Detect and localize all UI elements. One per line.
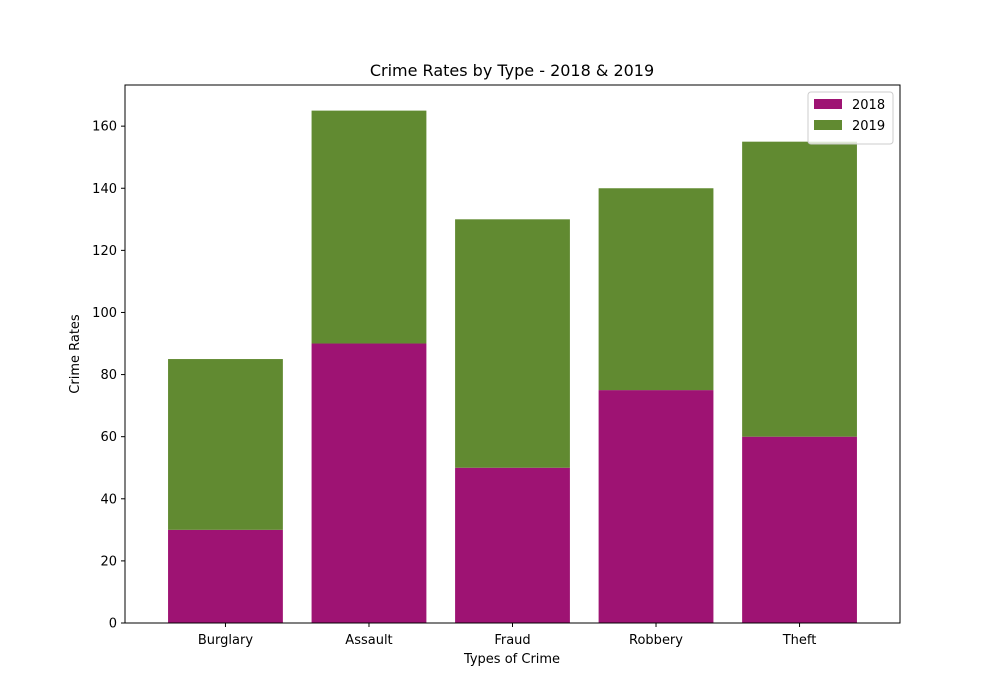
bar-2019-burglary [168, 359, 283, 530]
bar-2018-fraud [455, 467, 570, 623]
chart-title: Crime Rates by Type - 2018 & 2019 [370, 61, 654, 80]
x-axis: Burglary Assault Fraud Robbery Theft [198, 623, 816, 648]
legend-label-2019: 2019 [852, 119, 885, 134]
y-tick-label: 40 [100, 492, 117, 507]
x-tick-label: Assault [345, 633, 392, 648]
bar-2019-theft [742, 141, 857, 437]
legend: 2018 2019 [807, 91, 894, 145]
bar-2019-fraud [455, 219, 570, 468]
y-tick-label: 140 [92, 182, 117, 197]
y-tick-label: 160 [92, 120, 117, 135]
y-tick-label: 0 [109, 617, 117, 632]
bar-2018-burglary [168, 529, 283, 623]
y-tick-label: 120 [92, 244, 117, 259]
legend-label-2018: 2018 [852, 98, 885, 113]
x-axis-label: Types of Crime [463, 652, 560, 667]
bar-2018-assault [311, 343, 427, 623]
y-tick-label: 20 [100, 554, 117, 569]
y-axis: 0 20 40 60 80 100 120 140 160 [92, 120, 125, 632]
y-tick-label: 60 [100, 430, 117, 445]
bar-layer [168, 110, 857, 623]
x-tick-label: Burglary [198, 633, 253, 648]
legend-swatch-2018 [814, 99, 842, 109]
x-tick-label: Robbery [629, 633, 683, 648]
y-tick-label: 80 [100, 368, 117, 383]
y-tick-label: 100 [92, 306, 117, 321]
legend-swatch-2019 [814, 120, 842, 130]
bar-2019-assault [311, 110, 427, 344]
y-axis-label: Crime Rates [68, 314, 83, 394]
bar-2018-theft [742, 436, 857, 623]
x-tick-label: Fraud [494, 633, 530, 648]
bar-2019-robbery [598, 188, 714, 391]
bar-2018-robbery [598, 390, 714, 623]
x-tick-label: Theft [782, 633, 817, 648]
